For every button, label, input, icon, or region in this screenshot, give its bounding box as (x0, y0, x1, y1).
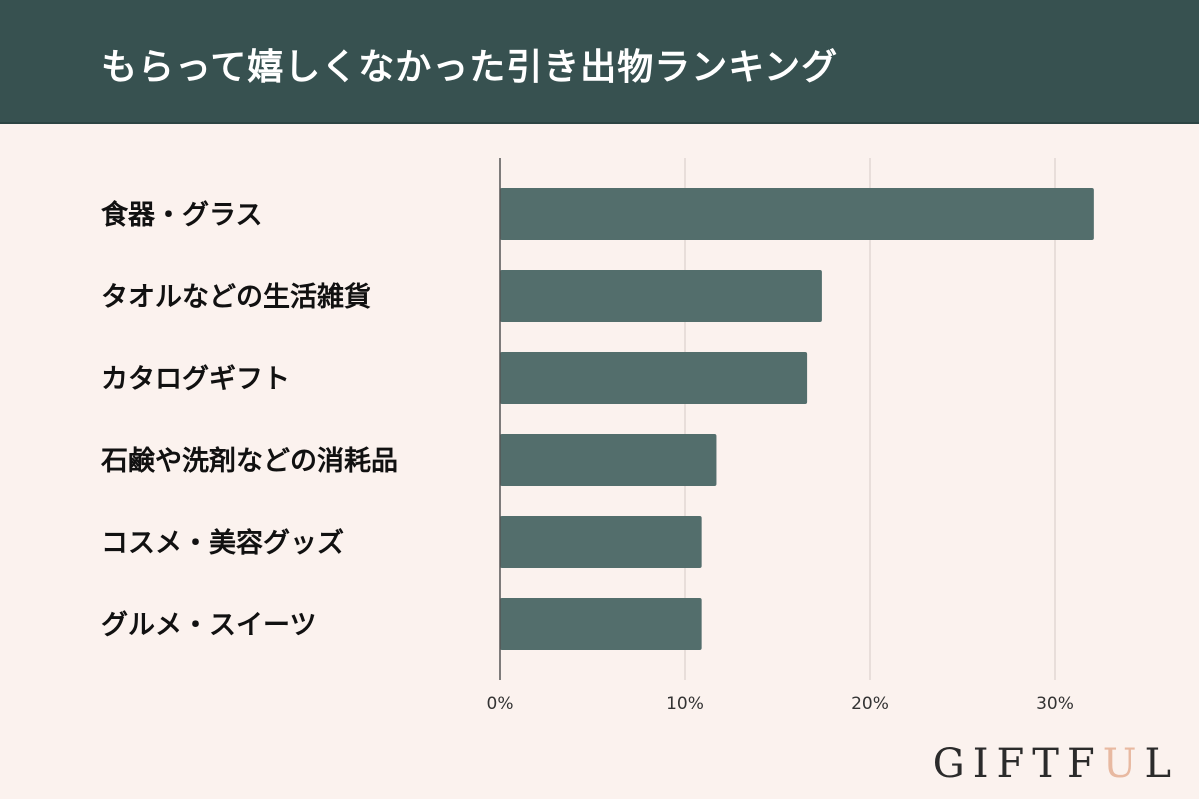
bar-5 (500, 516, 702, 568)
category-label-1: 食器・グラス (101, 199, 262, 231)
brand-text-start: GIFTF (932, 741, 1103, 787)
x-tick-label-0: 0% (487, 694, 514, 714)
category-label-6: グルメ・スイーツ (101, 609, 316, 641)
x-tick-label-20: 20% (851, 694, 889, 714)
bar-4 (500, 434, 717, 486)
chart-title: もらって嬉しくなかった引き出物ランキング (101, 47, 839, 88)
bar-3 (500, 352, 808, 404)
category-label-3: カタログギフト (101, 363, 290, 395)
brand-text-end: L (1144, 741, 1179, 787)
giftful-logo: GIFTFUL (933, 741, 1179, 787)
category-label-5: コスメ・美容グッズ (101, 527, 344, 559)
bar-2 (500, 270, 822, 322)
header-banner: もらって嬉しくなかった引き出物ランキング (0, 0, 1199, 124)
category-label-2: タオルなどの生活雑貨 (101, 281, 371, 313)
x-tick-label-30: 30% (1036, 694, 1074, 714)
x-tick-label-10: 10% (666, 694, 704, 714)
brand-accent-letter: U (1102, 741, 1145, 787)
category-label-4: 石鹸や洗剤などの消耗品 (100, 445, 398, 477)
bar-1 (500, 188, 1094, 240)
bar-6 (500, 598, 702, 650)
